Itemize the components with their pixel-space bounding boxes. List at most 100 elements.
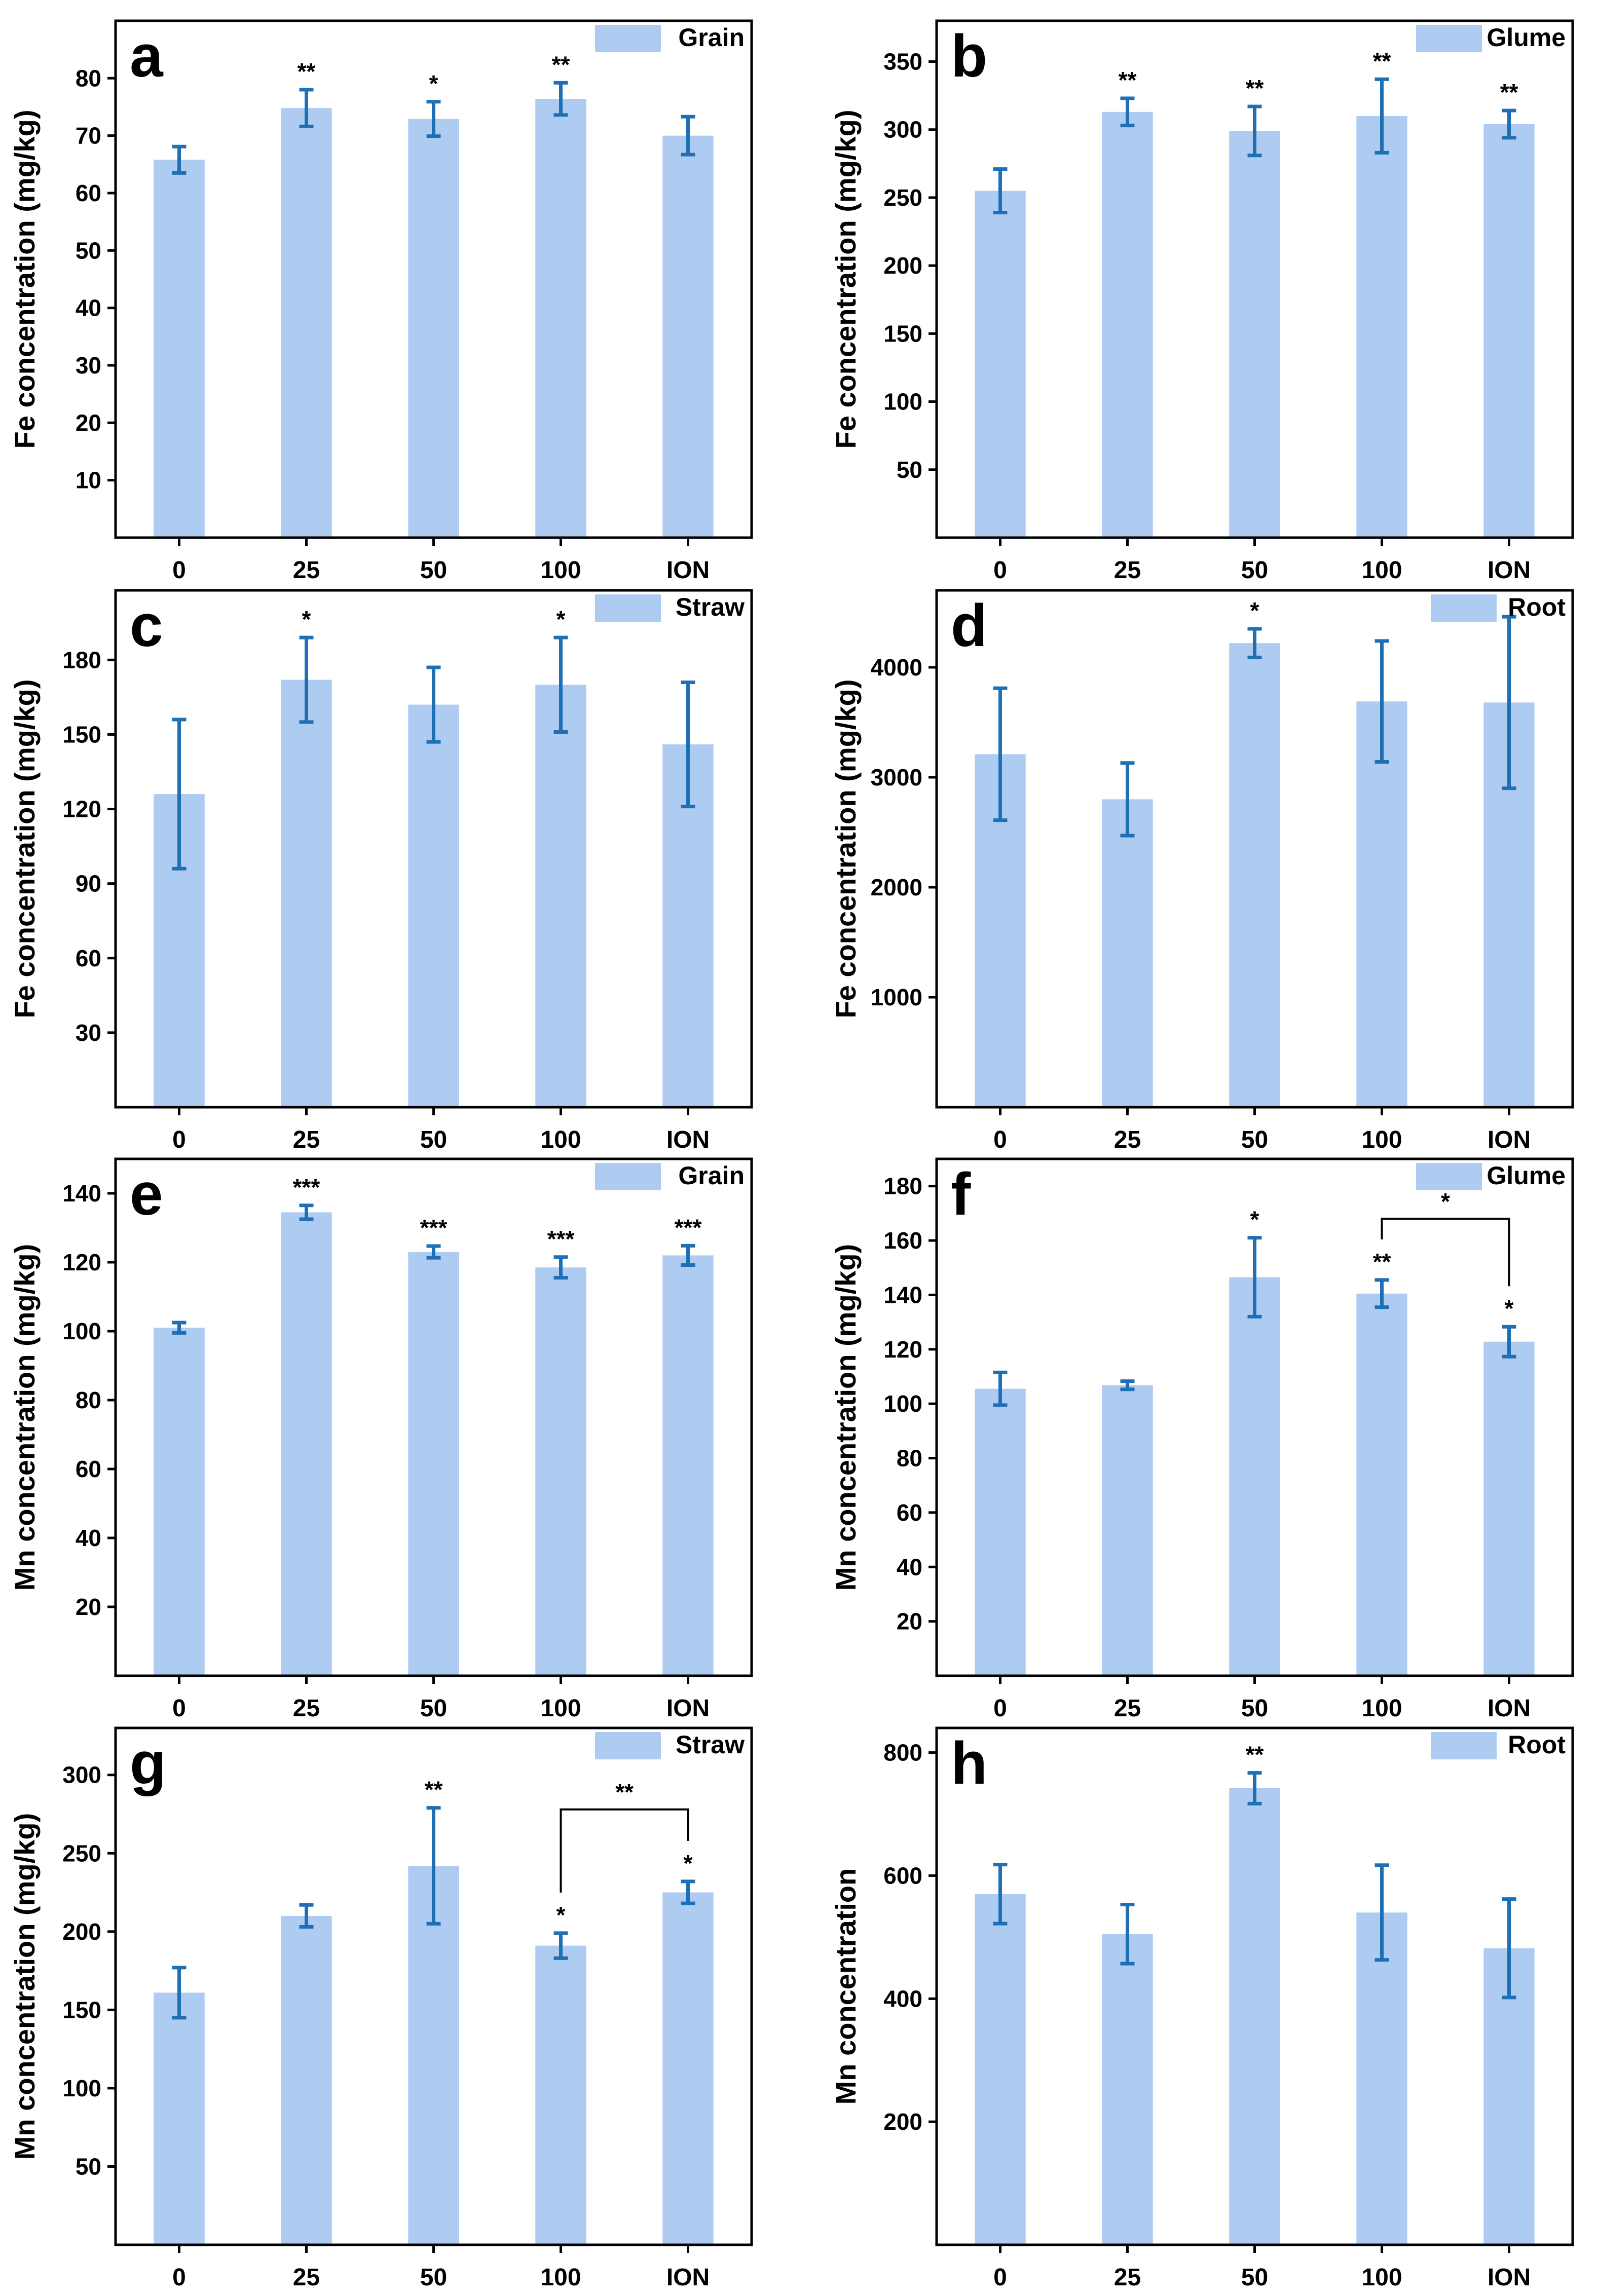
x-tick-label: 100 <box>1361 2264 1402 2291</box>
x-tick-label: 25 <box>1114 557 1141 584</box>
chart-panel-b: ** ** ** ** 50 100 150 200 250 300 350 0 25 50 100 ION F… <box>830 19 1574 584</box>
panel-letter: b <box>951 23 987 90</box>
bar <box>535 1945 586 2245</box>
bar <box>975 1388 1026 1676</box>
y-axis-label: Mn concentration <box>830 1868 862 2105</box>
x-tick-label: 25 <box>293 557 320 584</box>
bar <box>281 1212 332 1676</box>
bar <box>1483 124 1535 538</box>
bracket-label: ** <box>615 1779 634 1805</box>
legend-swatch <box>595 594 661 622</box>
y-tick-label: 140 <box>62 1180 101 1207</box>
x-tick-label: 100 <box>540 2264 581 2291</box>
y-tick-label: 70 <box>76 123 101 149</box>
legend-label: Root <box>1508 1730 1566 1759</box>
bar <box>1229 1277 1280 1676</box>
legend-label: Grain <box>678 1161 745 1190</box>
legend-swatch <box>595 1163 661 1190</box>
significance-label: * <box>556 1902 566 1928</box>
legend-label: Glume <box>1487 1161 1566 1190</box>
x-tick-label: 50 <box>420 2264 447 2291</box>
y-tick-label: 250 <box>62 1840 101 1866</box>
bar <box>408 704 459 1107</box>
bar <box>1356 701 1407 1107</box>
panel-letter: a <box>130 23 164 90</box>
y-tick-label: 40 <box>76 295 101 321</box>
bar <box>535 99 586 538</box>
y-axis-label: Fe concentration (mg/kg) <box>9 680 41 1019</box>
bar <box>281 108 332 538</box>
panel-letter: h <box>951 1730 987 1797</box>
bar <box>408 1252 459 1676</box>
bar <box>1102 799 1153 1107</box>
legend-label: Glume <box>1487 23 1566 52</box>
y-tick-label: 30 <box>76 1020 101 1046</box>
y-tick-label: 80 <box>76 1387 101 1413</box>
x-tick-label: 100 <box>540 557 581 584</box>
legend-swatch <box>1431 1732 1497 1759</box>
y-tick-label: 300 <box>62 1762 101 1788</box>
bar <box>408 119 459 538</box>
legend-swatch <box>1416 1163 1482 1190</box>
x-tick-label: 50 <box>420 1126 447 1153</box>
x-tick-label: 100 <box>540 1126 581 1153</box>
significance-label: * <box>556 606 566 632</box>
panel-letter: g <box>130 1730 166 1797</box>
y-axis-label: Fe concentration (mg/kg) <box>830 680 862 1019</box>
y-tick-label: 30 <box>76 352 101 379</box>
y-tick-label: 200 <box>883 2109 922 2135</box>
x-tick-label: 100 <box>540 1695 581 1722</box>
y-tick-label: 200 <box>883 252 922 279</box>
chart-panel-h: ** 200 400 600 800 0 25 50 100 ION Mn concentratio… <box>830 1726 1574 2291</box>
y-tick-label: 100 <box>883 1390 922 1417</box>
x-tick-label: 0 <box>993 2264 1007 2291</box>
significance-label: ** <box>425 1777 443 1803</box>
y-tick-label: 50 <box>76 2153 101 2179</box>
bar <box>1229 131 1280 538</box>
chart-panel-d: * 1000 2000 3000 4000 0 25 50 100 ION Fe concentra… <box>830 589 1574 1153</box>
y-tick-label: 20 <box>76 409 101 436</box>
legend-swatch <box>595 25 661 52</box>
legend-swatch <box>595 1732 661 1759</box>
significance-label: ** <box>552 51 570 78</box>
y-axis-label: Fe concentration (mg/kg) <box>9 110 41 449</box>
x-tick-label: 0 <box>172 557 186 584</box>
x-tick-label: ION <box>666 1126 710 1153</box>
y-tick-label: 140 <box>883 1282 922 1308</box>
x-tick-label: ION <box>666 557 710 584</box>
x-tick-label: 0 <box>993 557 1007 584</box>
bar <box>1102 1934 1153 2245</box>
significance-label: *** <box>675 1214 702 1240</box>
x-tick-label: 50 <box>420 557 447 584</box>
y-tick-label: 1000 <box>871 984 922 1010</box>
bar <box>662 1892 714 2245</box>
significance-label: * <box>1250 1207 1259 1233</box>
y-tick-label: 60 <box>76 180 101 206</box>
significance-label: *** <box>293 1174 320 1200</box>
significance-label: ** <box>1373 48 1391 74</box>
y-tick-label: 20 <box>897 1608 922 1635</box>
x-tick-label: 50 <box>1241 1695 1268 1722</box>
comparison-bracket <box>1381 1218 1510 1287</box>
x-tick-label: 100 <box>1361 1695 1402 1722</box>
x-tick-label: 50 <box>420 1695 447 1722</box>
x-tick-label: 25 <box>293 1695 320 1722</box>
y-tick-label: 800 <box>883 1740 922 1766</box>
bar <box>535 685 586 1107</box>
bar <box>1356 116 1407 538</box>
comparison-bracket <box>560 1808 689 1893</box>
bar <box>1483 1341 1535 1676</box>
bar <box>662 135 714 538</box>
y-tick-label: 120 <box>62 1249 101 1275</box>
y-tick-label: 100 <box>62 1318 101 1344</box>
bar <box>1356 1293 1407 1676</box>
legend-label: Root <box>1508 593 1566 621</box>
bar <box>975 1894 1026 2245</box>
x-tick-label: 0 <box>172 1126 186 1153</box>
y-tick-label: 600 <box>883 1862 922 1889</box>
y-tick-label: 2000 <box>871 874 922 900</box>
y-tick-label: 3000 <box>871 764 922 791</box>
significance-label: * <box>429 70 438 97</box>
